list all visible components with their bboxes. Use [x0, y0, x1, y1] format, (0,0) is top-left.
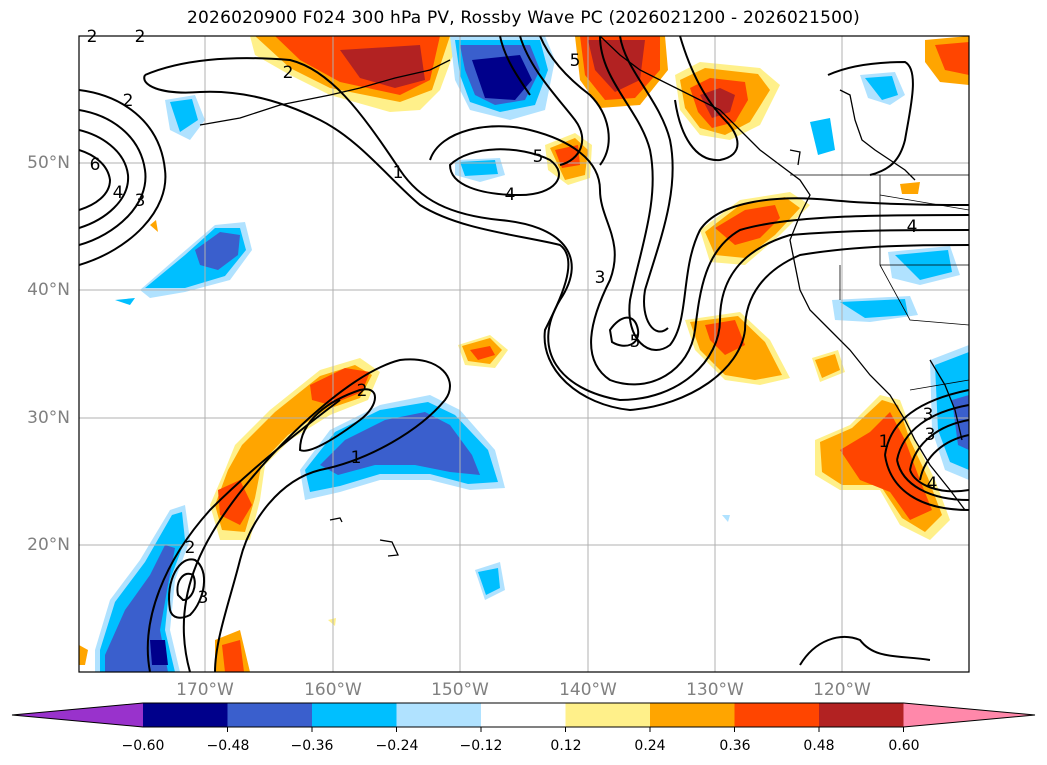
- pv-anomaly-shading: [79, 36, 969, 672]
- lon-label-120w: 120°W: [813, 680, 871, 700]
- contour-label: 2: [185, 538, 196, 558]
- contour-label: 3: [923, 405, 934, 425]
- contour-label: 2: [135, 27, 146, 47]
- colorbar-tick: 0.48: [803, 738, 835, 754]
- colorbar-segment: [312, 703, 397, 727]
- lon-label-160w: 160°W: [304, 680, 362, 700]
- lon-label-140w: 140°W: [559, 680, 617, 700]
- map-title: 2026020900 F024 300 hPa PV, Rossby Wave …: [187, 8, 860, 28]
- map-frame: [78, 35, 970, 673]
- lat-label-40n: 40°N: [27, 280, 70, 300]
- political-borders: [790, 174, 969, 391]
- contour-label: 5: [570, 51, 581, 71]
- colorbar-segment: [396, 703, 482, 727]
- map-gridlines: [79, 36, 969, 672]
- colorbar-tick: −0.24: [375, 738, 419, 754]
- contour-label: 2: [87, 27, 98, 47]
- lon-label-170w: 170°W: [176, 680, 234, 700]
- contour-label: 2: [283, 63, 294, 83]
- colorbar-segment: [565, 703, 651, 727]
- contour-label: 2: [357, 381, 368, 401]
- lon-label-150w: 150°W: [431, 680, 489, 700]
- lat-label-30n: 30°N: [27, 408, 70, 428]
- contour-label: 3: [135, 191, 146, 211]
- colorbar-segment: [227, 703, 313, 727]
- coastlines: [199, 36, 966, 557]
- lat-label-50n: 50°N: [27, 153, 70, 173]
- colorbar-tick: −0.48: [206, 738, 250, 754]
- colorbar-tick: 0.12: [550, 738, 582, 754]
- contour-label: 2: [123, 91, 134, 111]
- lon-label-130w: 130°W: [686, 680, 744, 700]
- contour-label: 5: [533, 147, 544, 167]
- contour-label: 4: [927, 474, 938, 494]
- contour-label: 4: [505, 185, 516, 205]
- colorbar-segment: [819, 703, 904, 727]
- colorbar-extend-low: [12, 703, 143, 727]
- contour-label: 1: [351, 448, 362, 468]
- colorbar-segment: [143, 703, 228, 727]
- colorbar-tick: −0.36: [290, 738, 334, 754]
- colorbar-tick: −0.60: [121, 738, 165, 754]
- contour-label: 4: [907, 217, 918, 237]
- colorbar-extend-high: [903, 703, 1035, 727]
- contour-label: 3: [198, 588, 209, 608]
- colorbar-segment: [481, 703, 566, 727]
- colorbar-outline: [11, 702, 1036, 728]
- contour-label: 5: [630, 332, 641, 352]
- colorbar-tick: 0.36: [719, 738, 751, 754]
- colorbar-tick: 0.24: [634, 738, 666, 754]
- pv-contours: [79, 36, 969, 672]
- lat-label-20n: 20°N: [27, 535, 70, 555]
- contour-label: 4: [113, 183, 124, 203]
- colorbar-segment: [734, 703, 820, 727]
- contour-label: 6: [90, 155, 101, 175]
- colorbar-tick: 0.60: [888, 738, 920, 754]
- colorbar-tick: −0.12: [459, 738, 503, 754]
- colorbar-segment: [650, 703, 735, 727]
- contour-label: 1: [879, 432, 890, 452]
- contour-label: 3: [595, 268, 606, 288]
- colorbar: [11, 702, 1036, 732]
- contour-label: 1: [393, 163, 404, 183]
- contour-label: 3: [925, 425, 936, 445]
